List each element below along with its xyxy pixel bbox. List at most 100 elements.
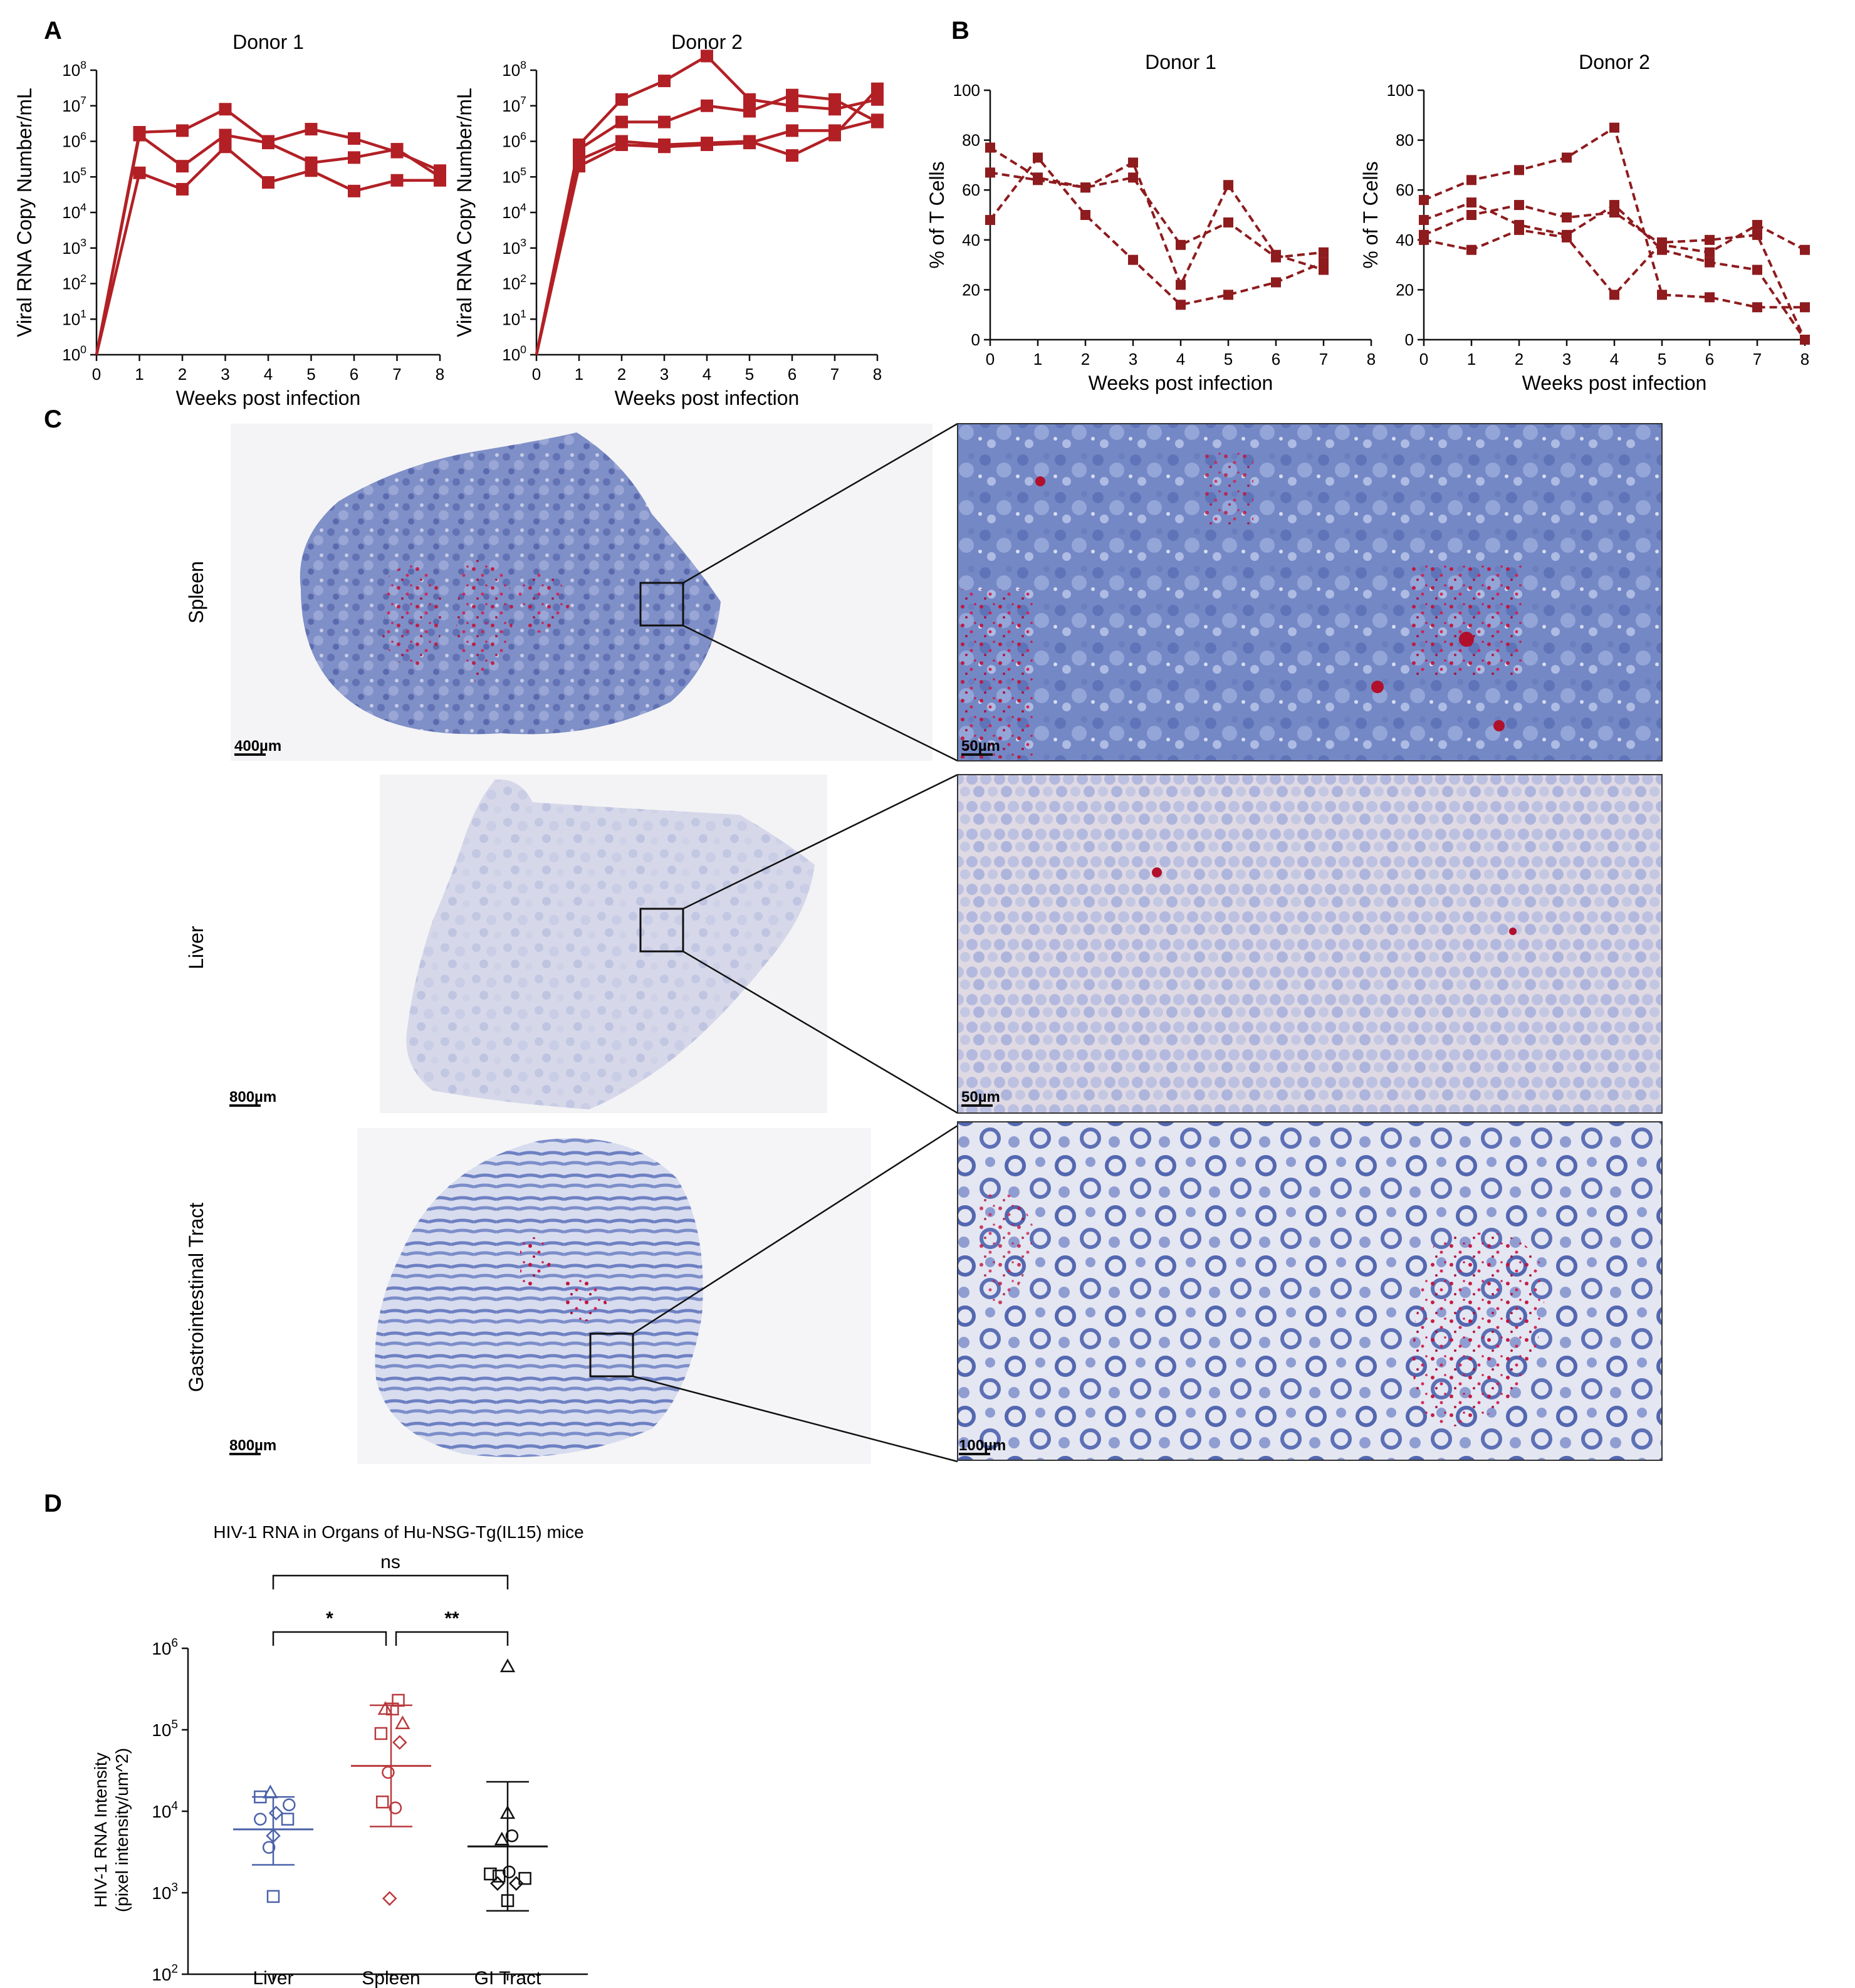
data-point [281,1813,295,1826]
x-tick-label: 7 [830,365,839,384]
y-axis-label: Viral RNA Copy Number/mL [13,88,36,337]
significance-bracket [395,1631,509,1646]
data-point [1271,277,1281,288]
spleen-zoom-image [957,423,1663,761]
x-tick-label: 4 [1176,350,1185,369]
data-point [1419,214,1429,225]
chart-title: Donor 1 [233,31,304,53]
data-point [382,1891,397,1906]
gi-zoom-red [976,1191,1034,1310]
data-point [1176,280,1186,290]
y-tick-label: 100 [62,343,86,364]
y-tick-label: 20 [962,280,980,299]
stain-spot [1459,632,1474,647]
x-axis-label: Weeks post infection [1089,372,1273,394]
data-point [1128,172,1138,183]
gi-zoom-image [957,1121,1663,1461]
y-tick-label: 40 [1396,231,1414,249]
data-point [1705,257,1715,268]
y-tick-label: 108 [502,58,526,80]
spleen-zoom-box [639,582,684,627]
scale-label: 800µm [229,1089,276,1106]
data-point [743,93,756,106]
x-tick-label: 3 [1562,350,1571,369]
y-tick-label: 102 [62,272,86,293]
data-point [1466,210,1476,220]
data-point [701,138,713,151]
data-point [499,1658,516,1673]
data-point [1800,244,1810,255]
row-label-liver: Liver [185,926,207,970]
x-tick-label: 2 [1081,350,1090,369]
scale-label: 800µm [229,1437,276,1454]
data-point [828,93,841,106]
spleen-zoom-red [958,589,1033,758]
x-tick-label: 7 [1753,350,1762,369]
y-axis-label: Viral RNA Copy Number/mL [453,88,476,337]
y-axis-label: % of T Cells [926,161,948,268]
y-tick-label: 108 [62,58,86,80]
y-tick-label: 0 [971,330,980,349]
data-point [1128,157,1138,168]
y-tick-label: 105 [502,165,526,187]
data-point [871,82,884,95]
liver-zoom-image [957,774,1663,1114]
x-tick-label: 5 [306,365,315,384]
gi-red-zone [520,1237,551,1286]
liver-zoom-box [639,908,684,953]
row-label-spleen: Spleen [185,561,207,624]
data-point [1657,237,1667,248]
stain-spot [1509,928,1517,935]
zoom-connector [632,1375,958,1463]
series-line [1423,228,1806,340]
data-point [1271,249,1281,260]
y-tick-label: 107 [62,94,86,115]
data-point [283,1798,296,1811]
data-point [484,1867,497,1881]
x-tick-label: 2 [1515,350,1523,369]
data-point [395,1715,410,1729]
y-axis-label: (pixel intensity/um^2) [112,1748,132,1912]
data-point [1609,290,1619,300]
data-point [348,184,360,197]
y-axis-label: HIV-1 RNA Intensity [91,1752,110,1907]
zoom-connector [682,950,958,1114]
data-point [1609,207,1619,218]
y-tick-label: 80 [962,131,980,150]
y-tick-label: 100 [502,343,526,364]
data-point [374,1727,388,1740]
data-point [1033,152,1043,163]
data-point [1033,175,1043,186]
gi-red-zone [564,1275,608,1321]
data-point [1080,210,1090,220]
stain-spot [1035,476,1045,486]
data-point [1752,219,1762,230]
significance-bracket [272,1574,509,1589]
y-tick-label: 103 [502,236,526,258]
x-tick-label: 0 [986,350,995,369]
x-tick-label: 6 [788,365,797,384]
data-point [133,166,146,179]
y-tick-label: 100 [1387,81,1414,100]
significance-bracket [272,1631,387,1646]
data-point [1800,302,1810,313]
y-tick-label: 20 [1396,280,1414,299]
y-tick-label: 100 [953,81,980,100]
data-point [828,103,841,116]
data-point [871,113,884,127]
chart-title: HIV-1 RNA in Organs of Hu-NSG-Tg(IL15) m… [213,1522,583,1542]
data-point [701,99,713,112]
spleen-red-zone [518,573,570,633]
x-tick-label: 3 [221,365,229,384]
row-label-gi: Gastrointestinal Tract [185,1203,207,1392]
data-point [434,174,446,187]
zoom-connector [682,422,958,584]
data-point [268,1806,284,1821]
x-tick-label: 4 [264,365,273,384]
x-tick-label: 0 [1419,350,1428,369]
x-axis-label: Weeks post infection [1522,372,1707,394]
data-point [176,182,189,196]
data-point [176,124,189,137]
